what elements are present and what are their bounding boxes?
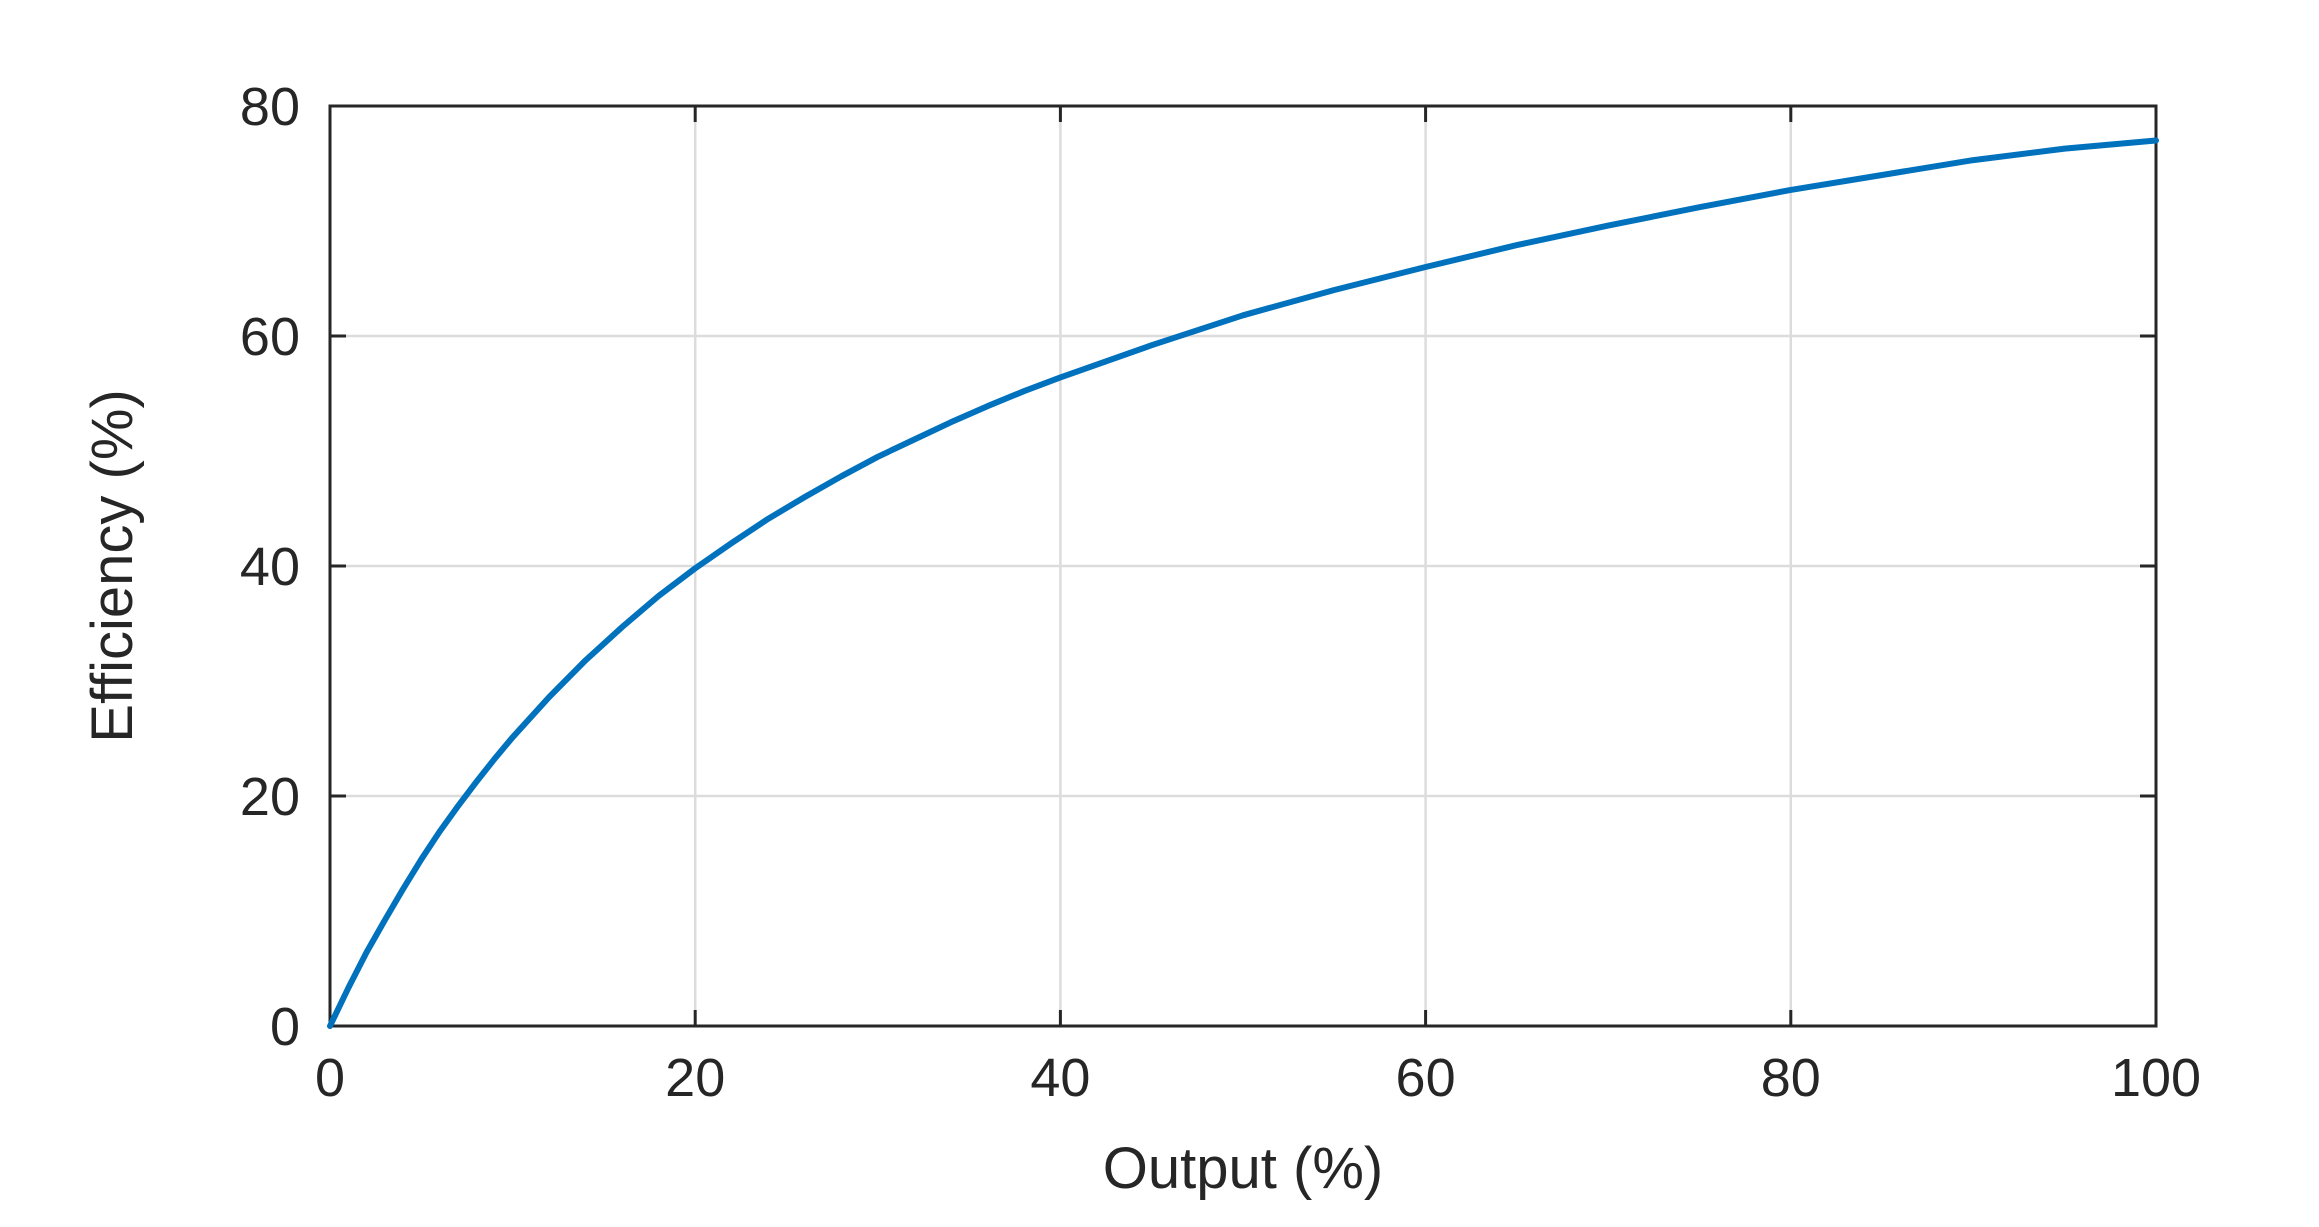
y-tick-label: 0 xyxy=(270,997,300,1057)
series-layer xyxy=(327,137,2159,1029)
ticks-layer: 0 20 40 60 80 100 0 20 40 60 80 xyxy=(240,77,2201,1108)
x-tick-label: 40 xyxy=(1030,1048,1090,1108)
x-tick-label: 100 xyxy=(2111,1048,2201,1108)
y-tick-label: 20 xyxy=(240,767,300,827)
x-tick-label: 20 xyxy=(665,1048,725,1108)
x-tick-label: 0 xyxy=(315,1048,345,1108)
y-tick-label: 60 xyxy=(240,307,300,367)
x-axis-label: Output (%) xyxy=(1103,1136,1383,1201)
grid-layer xyxy=(330,106,2156,1026)
x-tick-label: 60 xyxy=(1396,1048,1456,1108)
y-tick-label: 80 xyxy=(240,77,300,137)
y-tick-label: 40 xyxy=(240,537,300,597)
efficiency-series-line xyxy=(327,137,2159,1029)
y-axis-label: Efficiency (%) xyxy=(80,389,145,742)
x-tick-label: 80 xyxy=(1761,1048,1821,1108)
